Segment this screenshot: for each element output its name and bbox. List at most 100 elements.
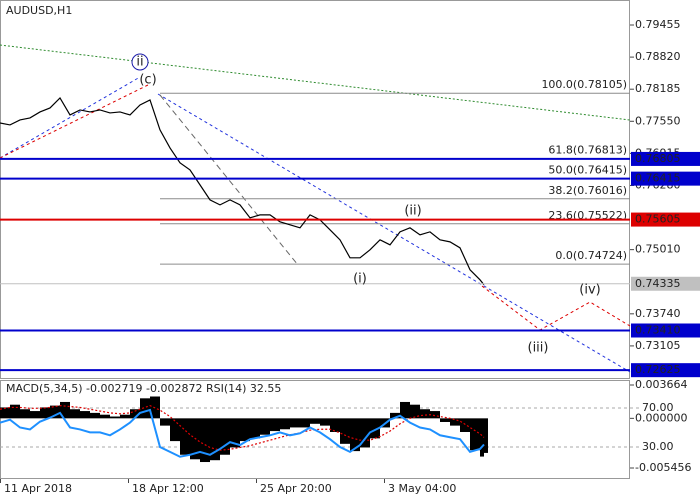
macd-bar: [310, 418, 320, 424]
y-tick-label: 0.77550: [635, 114, 681, 127]
macd-bar: [460, 418, 470, 432]
trend-line: [0, 44, 631, 121]
plot-frame: [0, 0, 630, 379]
trend-line: [159, 94, 299, 266]
macd-bar: [170, 418, 180, 442]
wave-label: ii: [136, 55, 143, 70]
macd-bar: [200, 418, 210, 463]
macd-bar: [360, 418, 370, 448]
y-tick-label: 0.78820: [635, 50, 681, 63]
trend-line: [0, 83, 151, 159]
macd-bar: [260, 418, 270, 435]
macd-bar: [420, 409, 430, 419]
y-tick-label: 0.73105: [635, 339, 681, 352]
macd-bar: [180, 418, 190, 455]
level-box: [631, 212, 700, 227]
macd-bar: [60, 401, 70, 419]
wave-label: (iv): [579, 283, 600, 298]
macd-bar: [130, 409, 140, 419]
trend-lines: [0, 44, 631, 373]
rsi-line: [0, 408, 485, 458]
macd-bar: [10, 404, 20, 419]
macd-bar: [340, 418, 350, 444]
trend-line: [0, 76, 141, 159]
macd-bar: [430, 411, 440, 419]
macd-bar: [160, 418, 170, 426]
macd-bar: [370, 418, 380, 439]
wave-circle: [131, 53, 149, 71]
level-box: [631, 151, 700, 166]
macd-bar: [440, 418, 450, 422]
macd-bar: [330, 418, 340, 432]
macd-bar: [110, 416, 120, 419]
fib-label: 61.8(0.76813): [548, 144, 627, 157]
macd-bar: [390, 412, 400, 419]
macd-bar: [230, 418, 240, 448]
macd-bar: [100, 414, 110, 419]
macd-bar: [30, 411, 40, 419]
level-label: 0.76805: [635, 152, 681, 165]
level-box: [631, 323, 700, 338]
macd-bar: [400, 401, 410, 419]
level-label: 0.75605: [635, 213, 681, 226]
level-label: 0.76415: [635, 172, 681, 185]
macd-bar: [250, 418, 260, 439]
macd-bar: [410, 404, 420, 419]
y-tick-label: 0.000000: [635, 411, 688, 424]
macd-bar: [320, 418, 330, 426]
trend-line: [157, 93, 631, 373]
forecast-line: [481, 285, 631, 331]
x-tick-label: 11 Apr 2018: [4, 482, 72, 495]
wave-label: (iii): [528, 341, 549, 356]
x-tick-label: 18 Apr 12:00: [132, 482, 204, 495]
y-tick-label: 0.003664: [635, 378, 688, 391]
macd-bar: [80, 411, 90, 419]
macd-bar: [120, 414, 130, 419]
macd-bar: [300, 418, 310, 428]
level-box: [631, 171, 700, 186]
macd-bar: [270, 418, 280, 432]
y-tick-label: 0.75010: [635, 243, 681, 256]
current-price-label: 0.74335: [635, 277, 681, 290]
chart-title: AUDUSD,H1: [6, 4, 72, 17]
macd-bar: [450, 418, 460, 426]
y-tick-label: -0.005456: [635, 461, 691, 474]
macd-bar: [20, 409, 30, 419]
macd-bar: [50, 405, 60, 419]
level-label: 0.72625: [635, 363, 681, 376]
fib-label: 0.0(0.74724): [555, 249, 627, 262]
macd-bar: [90, 412, 100, 419]
fib-label: 50.0(0.76415): [548, 164, 627, 177]
macd-bar: [240, 418, 250, 442]
macd-bar: [470, 418, 480, 451]
macd-bar: [140, 398, 150, 419]
signal-line: [0, 404, 485, 451]
indicator-frame: [0, 380, 630, 479]
macd-bar: [40, 407, 50, 419]
macd-bar: [290, 418, 300, 428]
macd-bar: [350, 418, 360, 452]
level-label: 0.73410: [635, 323, 681, 336]
wave-label: (c): [139, 73, 156, 88]
y2-tick-label: 70.00: [642, 401, 674, 414]
macd-bar: [70, 409, 80, 419]
y-tick-label: 0.73740: [635, 307, 681, 320]
price-line: [0, 97, 485, 286]
macd-bar: [280, 418, 290, 430]
x-tick-label: 25 Apr 20:00: [260, 482, 332, 495]
macd-bar: [0, 407, 10, 419]
level-box: [631, 363, 700, 378]
wave-label: (i): [353, 272, 367, 287]
indicator-title: MACD(5,34,5) -0.002719 -0.002872 RSI(14)…: [6, 382, 281, 395]
fib-label: 100.0(0.78105): [541, 78, 627, 91]
x-tick-label: 3 May 04:00: [388, 482, 456, 495]
current-price-box: [631, 276, 700, 291]
wave-label: (ii): [404, 204, 421, 219]
fib-label: 23.6(0.75522): [548, 209, 627, 222]
macd-bar: [220, 418, 230, 455]
macd-bar: [480, 418, 484, 457]
macd-bar: [484, 418, 488, 453]
y2-tick-label: 30.00: [642, 440, 674, 453]
